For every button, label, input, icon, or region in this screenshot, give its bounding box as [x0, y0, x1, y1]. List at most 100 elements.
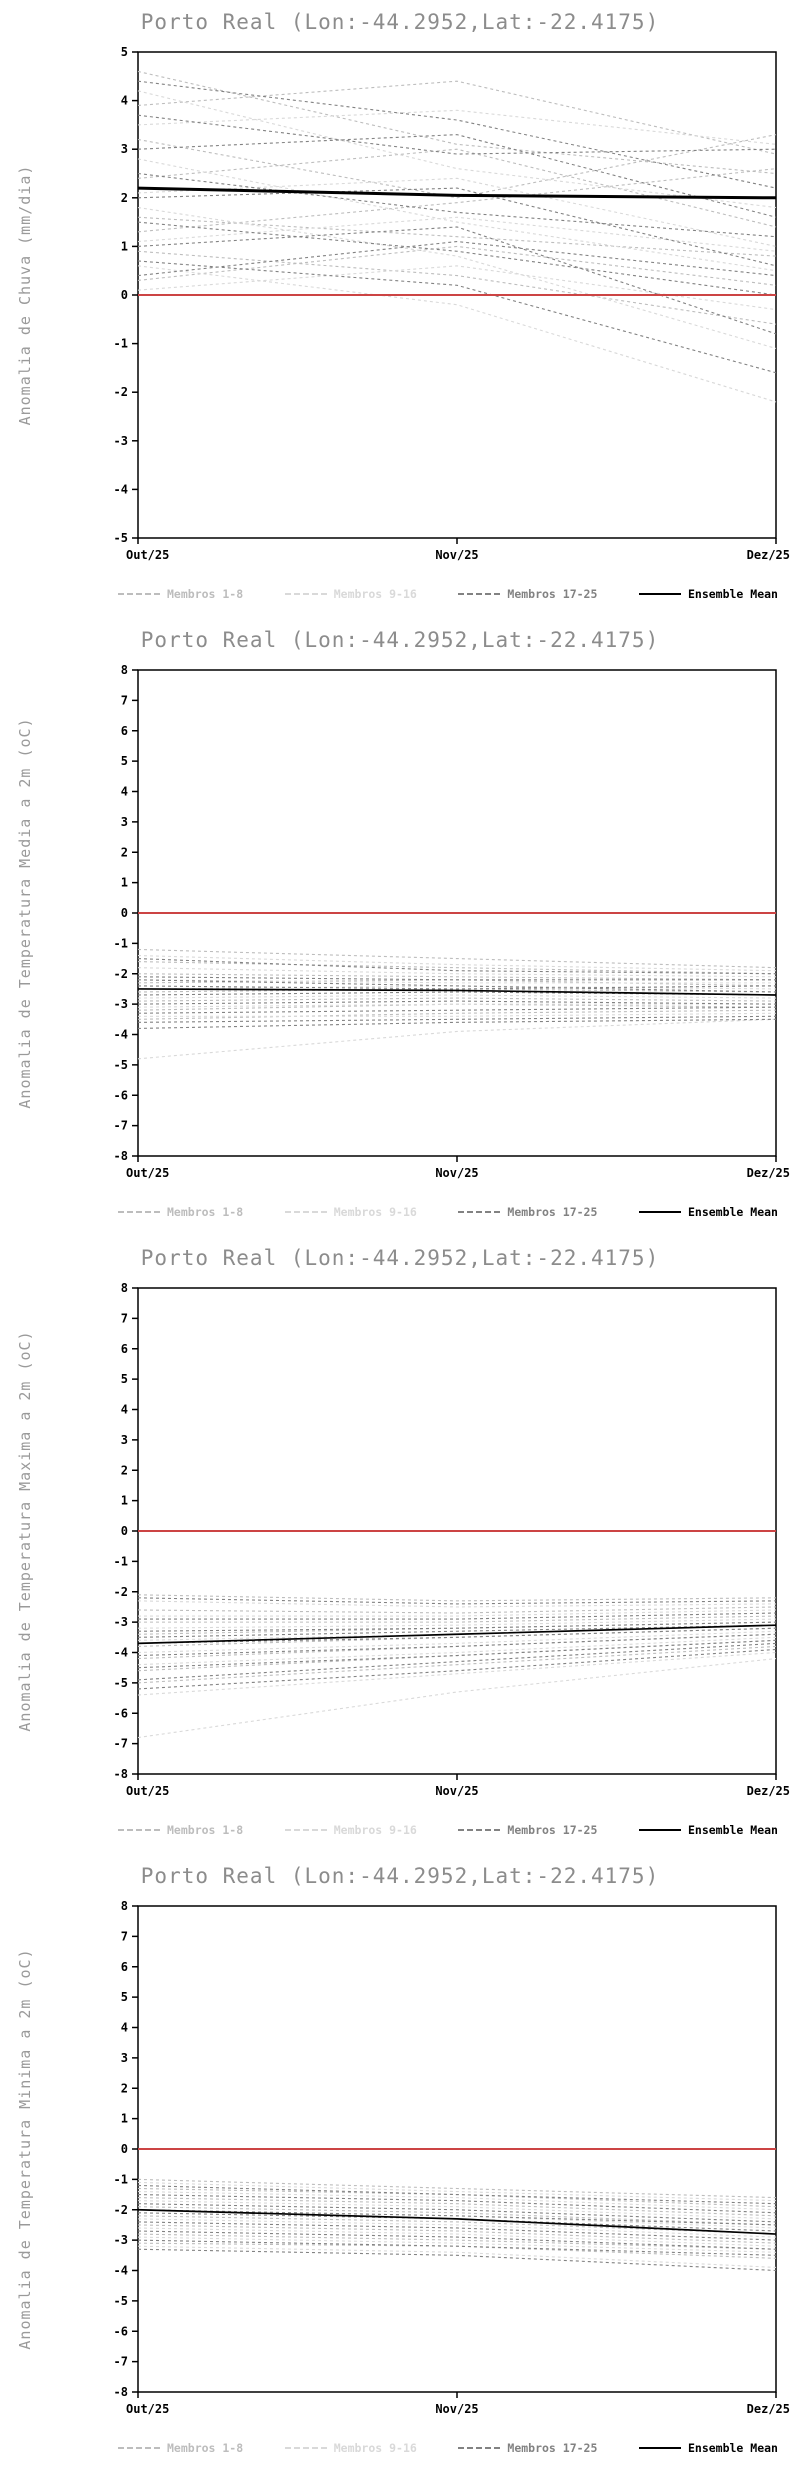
member-line	[137, 976, 776, 981]
y-axis-label: Anomalia de Temperatura Minima a 2m (oC)	[16, 1948, 34, 2349]
y-tick-label: -6	[114, 2324, 128, 2338]
y-tick-label: 0	[121, 2142, 128, 2156]
y-tick-label: -1	[114, 1554, 128, 1568]
member-line	[137, 1003, 777, 1011]
member-line	[137, 1594, 777, 1602]
member-line	[137, 1618, 777, 1629]
member-line	[137, 187, 777, 267]
x-tick-label: Nov/25	[435, 1166, 478, 1180]
legend-line-sample	[118, 1211, 160, 1213]
legend-label: Membros 9-16	[333, 587, 417, 601]
member-line	[137, 148, 777, 228]
x-tick-label: Out/25	[126, 2402, 169, 2416]
x-tick-label: Nov/25	[435, 1784, 478, 1798]
y-axis-label: Anomalia de Chuva (mm/dia)	[16, 165, 34, 426]
member-line	[137, 1006, 777, 1014]
y-tick-label: 2	[121, 191, 128, 205]
member-line	[137, 2190, 777, 2211]
ensemble-mean-line	[137, 2208, 777, 2235]
y-tick-label: 5	[121, 45, 128, 59]
member-line	[137, 954, 777, 972]
y-tick-label: 3	[121, 142, 128, 156]
legend-line-sample	[458, 1211, 501, 1213]
legend-item: Membros 1-8	[118, 587, 243, 601]
member-line	[137, 961, 777, 975]
legend-item: Membros 17-25	[458, 2441, 597, 2455]
y-axis-label: Anomalia de Temperatura Media a 2m (oC)	[16, 717, 34, 1108]
member-line	[137, 2206, 777, 2226]
legend-line-sample	[118, 1829, 160, 1831]
member-line	[137, 2178, 777, 2199]
chart-legend: Membros 1-8 Membros 9-16 Membros 17-25 Ense…	[118, 2432, 778, 2464]
y-tick-label: 3	[121, 2051, 128, 2065]
member-line	[137, 134, 777, 218]
y-tick-label: -8	[114, 1149, 128, 1163]
y-tick-label: -1	[114, 337, 128, 351]
member-line	[137, 2215, 777, 2235]
legend-label: Membros 9-16	[333, 2441, 417, 2455]
member-line	[137, 991, 777, 996]
legend-line-sample	[638, 593, 681, 595]
member-line	[137, 2218, 777, 2238]
legend-label: Ensemble Mean	[687, 1205, 778, 1219]
member-line	[137, 2230, 777, 2250]
chart-title: Porto Real (Lon:-44.2952,Lat:-22.4175)	[140, 1864, 660, 1888]
member-line	[137, 265, 777, 311]
legend-label: Membros 9-16	[333, 1205, 417, 1219]
y-tick-label: 8	[121, 1899, 128, 1913]
y-tick-label: -4	[114, 1646, 128, 1660]
x-tick-label: Out/25	[126, 548, 169, 562]
x-tick-label: Out/25	[126, 1784, 169, 1798]
member-line	[138, 1012, 777, 1017]
member-line	[137, 979, 777, 993]
legend-line-sample	[118, 593, 160, 595]
legend-item: Membros 17-25	[458, 587, 597, 601]
member-line	[137, 2197, 777, 2217]
member-line	[137, 2224, 777, 2244]
member-line	[137, 2233, 777, 2250]
y-tick-label: -8	[114, 2385, 128, 2399]
member-line	[137, 2236, 777, 2253]
member-line	[137, 216, 777, 257]
chart-legend: Membros 1-8 Membros 9-16 Membros 17-25 Ense…	[118, 1814, 778, 1846]
member-line	[137, 1639, 777, 1669]
member-line	[137, 1015, 777, 1023]
legend-line-sample	[458, 593, 501, 595]
member-line	[137, 1600, 777, 1608]
y-tick-label: -3	[114, 1615, 128, 1629]
chart-section: Porto Real (Lon:-44.2952,Lat:-22.4175) 8…	[0, 1236, 800, 1854]
legend-line-sample	[284, 1829, 327, 1831]
member-line	[137, 2194, 777, 2214]
y-tick-label: 1	[121, 1494, 128, 1508]
member-line	[138, 1609, 777, 1617]
member-line	[137, 168, 777, 233]
member-line	[137, 109, 777, 145]
y-tick-label: -2	[114, 1585, 128, 1599]
member-line	[137, 260, 777, 374]
chart-plot: 8 7 6 5 4 3 2 1 0 -1 -2 -3 -4 -5 -6 -7 -8 Out/25 Nov/25 Dez…	[16, 663, 790, 1180]
y-tick-label: 6	[121, 724, 128, 738]
x-tick-label: Dez/25	[747, 1166, 790, 1180]
member-line	[137, 1606, 777, 1614]
y-tick-label: 2	[121, 1463, 128, 1477]
legend-item: Ensemble Mean	[638, 587, 778, 601]
member-line	[137, 1003, 776, 1008]
legend-label: Membros 17-25	[507, 2441, 598, 2455]
y-tick-label: 0	[121, 1524, 128, 1538]
y-tick-label: -7	[114, 1737, 128, 1751]
y-tick-label: 5	[121, 1372, 128, 1386]
member-line	[137, 158, 777, 272]
member-line	[137, 1624, 777, 1638]
member-line	[137, 979, 776, 984]
legend-label: Ensemble Mean	[687, 587, 778, 601]
y-tick-label: 7	[121, 1311, 128, 1325]
member-line	[137, 1633, 777, 1657]
x-tick-label: Dez/25	[747, 2402, 790, 2416]
y-tick-label: 2	[121, 2081, 128, 2095]
y-tick-label: -4	[114, 2264, 128, 2278]
legend-label: Membros 1-8	[167, 587, 244, 601]
member-line	[137, 245, 777, 286]
member-line	[137, 2209, 777, 2226]
y-tick-label: -2	[114, 967, 128, 981]
member-line	[137, 114, 777, 155]
